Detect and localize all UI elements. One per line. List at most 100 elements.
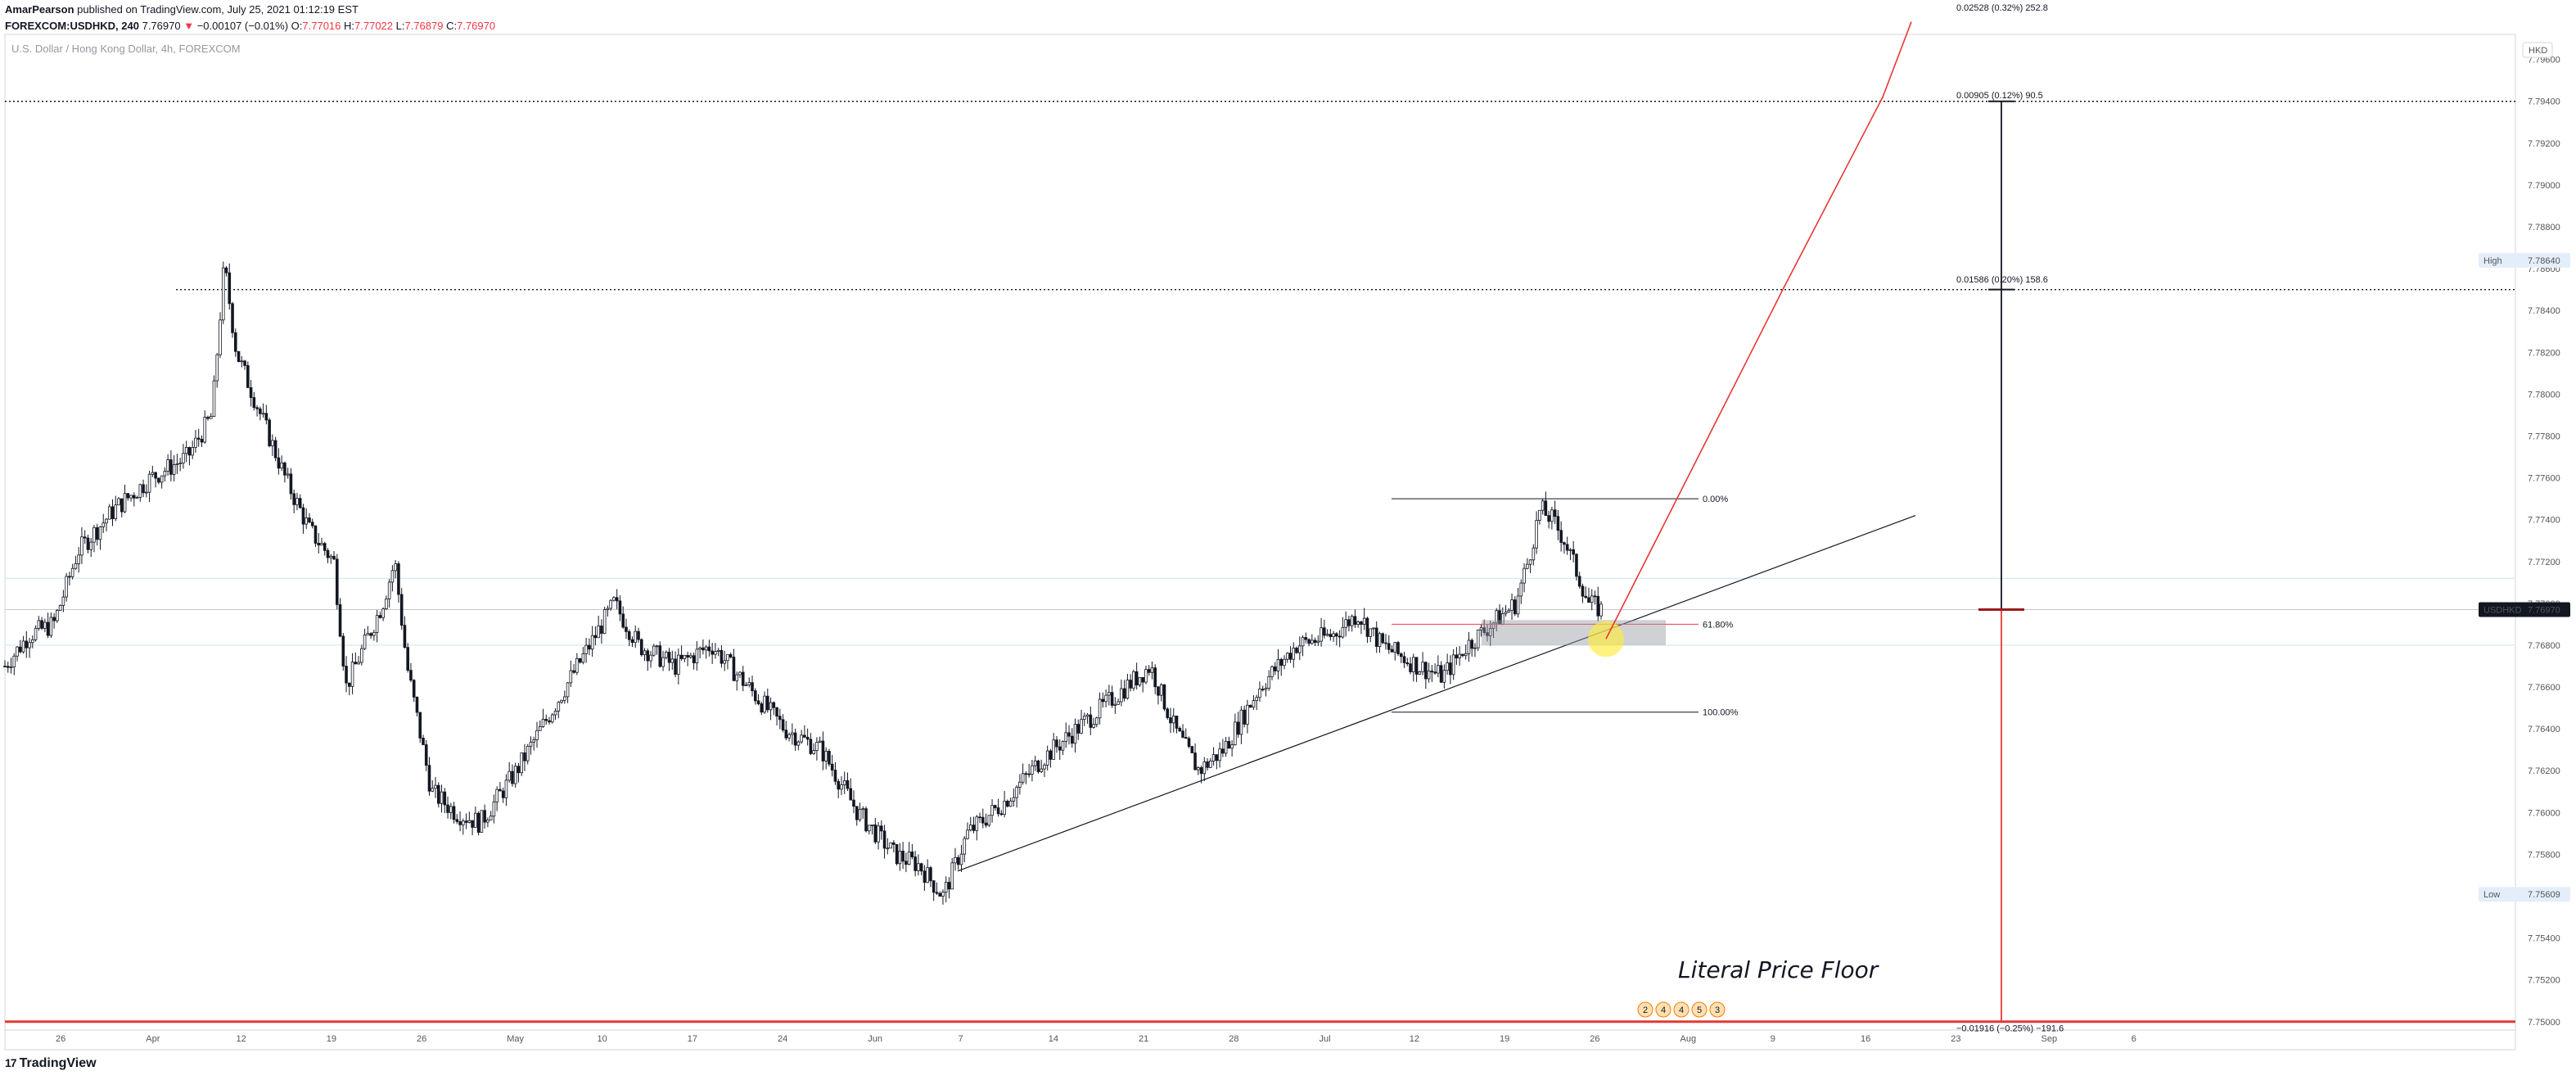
candle-body <box>163 471 167 477</box>
candle-body <box>625 626 628 632</box>
candle-body <box>455 819 459 822</box>
candle-body <box>1372 627 1375 630</box>
candle-body <box>769 702 773 711</box>
candle-body <box>529 741 533 747</box>
horizontal-levels <box>5 101 2515 1024</box>
candle-body <box>335 558 339 605</box>
candle-body <box>74 563 78 569</box>
candle-body <box>228 272 232 305</box>
candle-body <box>704 646 708 651</box>
candle-body <box>741 671 745 686</box>
candle-body <box>765 695 769 711</box>
candle-body <box>133 495 136 499</box>
candle-body <box>987 815 991 826</box>
time-axis[interactable]: 26 Apr 12 19 26 May 10 17 24 Jun 7 14 21 28 Jul 12 19 26 A… <box>56 1034 2136 1044</box>
candle-body <box>212 380 216 417</box>
candle-body <box>1387 643 1391 650</box>
event-count: 4 <box>1661 1005 1666 1015</box>
candle-body <box>1236 721 1240 735</box>
publish-line: AmarPearson published on TradingView.com… <box>5 2 495 18</box>
candle-body <box>606 608 610 610</box>
candle-body <box>1117 701 1120 705</box>
candle-body <box>597 626 600 639</box>
candle-body <box>1181 730 1184 738</box>
candle-body <box>550 714 554 723</box>
candle-body <box>320 543 323 546</box>
candle-body <box>609 599 612 609</box>
ascending-trendline <box>957 515 1916 872</box>
x-tick-label: May <box>507 1034 524 1044</box>
candle-body <box>1018 781 1022 788</box>
author-name[interactable]: AmarPearson <box>5 3 74 16</box>
candle-body <box>665 652 668 658</box>
high-value: 7.77022 <box>354 20 394 32</box>
y-tick-label: 7.75800 <box>2528 850 2560 860</box>
candle-body <box>1073 724 1077 744</box>
candle-body <box>566 682 570 698</box>
candle-body <box>43 621 47 629</box>
low-tag-bg <box>2479 887 2570 902</box>
candle-body <box>999 813 1004 816</box>
candle-body <box>375 615 379 633</box>
candle-body <box>409 670 413 681</box>
published-text: published on TradingView.com, July 25, 2… <box>77 3 359 16</box>
drawings-layer[interactable]: 0.00% 61.80% 100.00% 0.02528 (0.32%) 252.8 0… <box>957 3 2064 1034</box>
candle-body <box>968 825 972 831</box>
candle-body <box>123 493 127 513</box>
candle-body <box>317 543 321 546</box>
candle-body <box>1541 500 1545 511</box>
candle-body <box>1234 721 1237 745</box>
candle-body <box>25 640 29 648</box>
candle-body <box>483 810 486 823</box>
candle-body <box>1323 627 1326 636</box>
candle-body <box>778 716 782 721</box>
candle-body <box>209 416 213 419</box>
candle-body <box>1353 616 1357 625</box>
candle-body <box>1157 686 1160 696</box>
candle-body <box>145 491 148 494</box>
candle-body <box>366 633 370 635</box>
candle-body <box>157 477 160 483</box>
candle-body <box>1015 787 1018 798</box>
economic-events[interactable]: 2 4 4 5 3 <box>1637 1001 1726 1018</box>
tradingview-footer: 17 TradingView <box>5 1056 97 1071</box>
candle-body <box>557 702 561 712</box>
candle-body <box>692 655 696 663</box>
candle-body <box>61 596 65 606</box>
candle-body <box>1590 595 1594 603</box>
candle-body <box>763 695 766 713</box>
candle-body <box>120 498 124 513</box>
candle-body <box>1209 761 1212 768</box>
candle-body <box>846 779 850 789</box>
candle-body <box>1356 621 1360 625</box>
price-axis[interactable]: 7.79600 7.79400 7.79200 7.79000 7.78800 7.786… <box>2522 42 2560 1028</box>
candle-body <box>221 267 225 321</box>
candle-body <box>791 732 794 735</box>
candle-body <box>805 736 810 740</box>
candle-body <box>1482 627 1487 633</box>
candle-body <box>637 630 640 640</box>
candle-body <box>548 720 551 723</box>
candle-body <box>1577 576 1581 587</box>
candle-body <box>1338 635 1342 638</box>
candle-body <box>1378 633 1382 647</box>
candle-body <box>652 645 656 656</box>
symbol-line: FOREXCOM:USDHKD, 240 7.76970 ▼ −0.00107 … <box>5 18 495 34</box>
candle-body <box>873 824 877 843</box>
candle-body <box>1399 653 1403 657</box>
y-tick-label: 7.76200 <box>2528 766 2560 776</box>
candle-body <box>1070 735 1074 744</box>
candle-body <box>107 506 111 520</box>
candle-body <box>1270 666 1274 677</box>
candle-body <box>880 825 883 832</box>
symbol-interval[interactable]: FOREXCOM:USDHKD, 240 <box>5 20 139 32</box>
candle-body <box>446 804 449 813</box>
candle-body <box>1584 595 1588 599</box>
x-tick-label: Sep <box>2041 1034 2058 1044</box>
candle-body <box>1593 595 1597 598</box>
literal-price-floor-annotation[interactable]: Literal Price Floor <box>1678 956 1879 983</box>
candle-body <box>1120 688 1123 703</box>
candle-body <box>590 635 594 650</box>
candle-body <box>926 867 929 883</box>
